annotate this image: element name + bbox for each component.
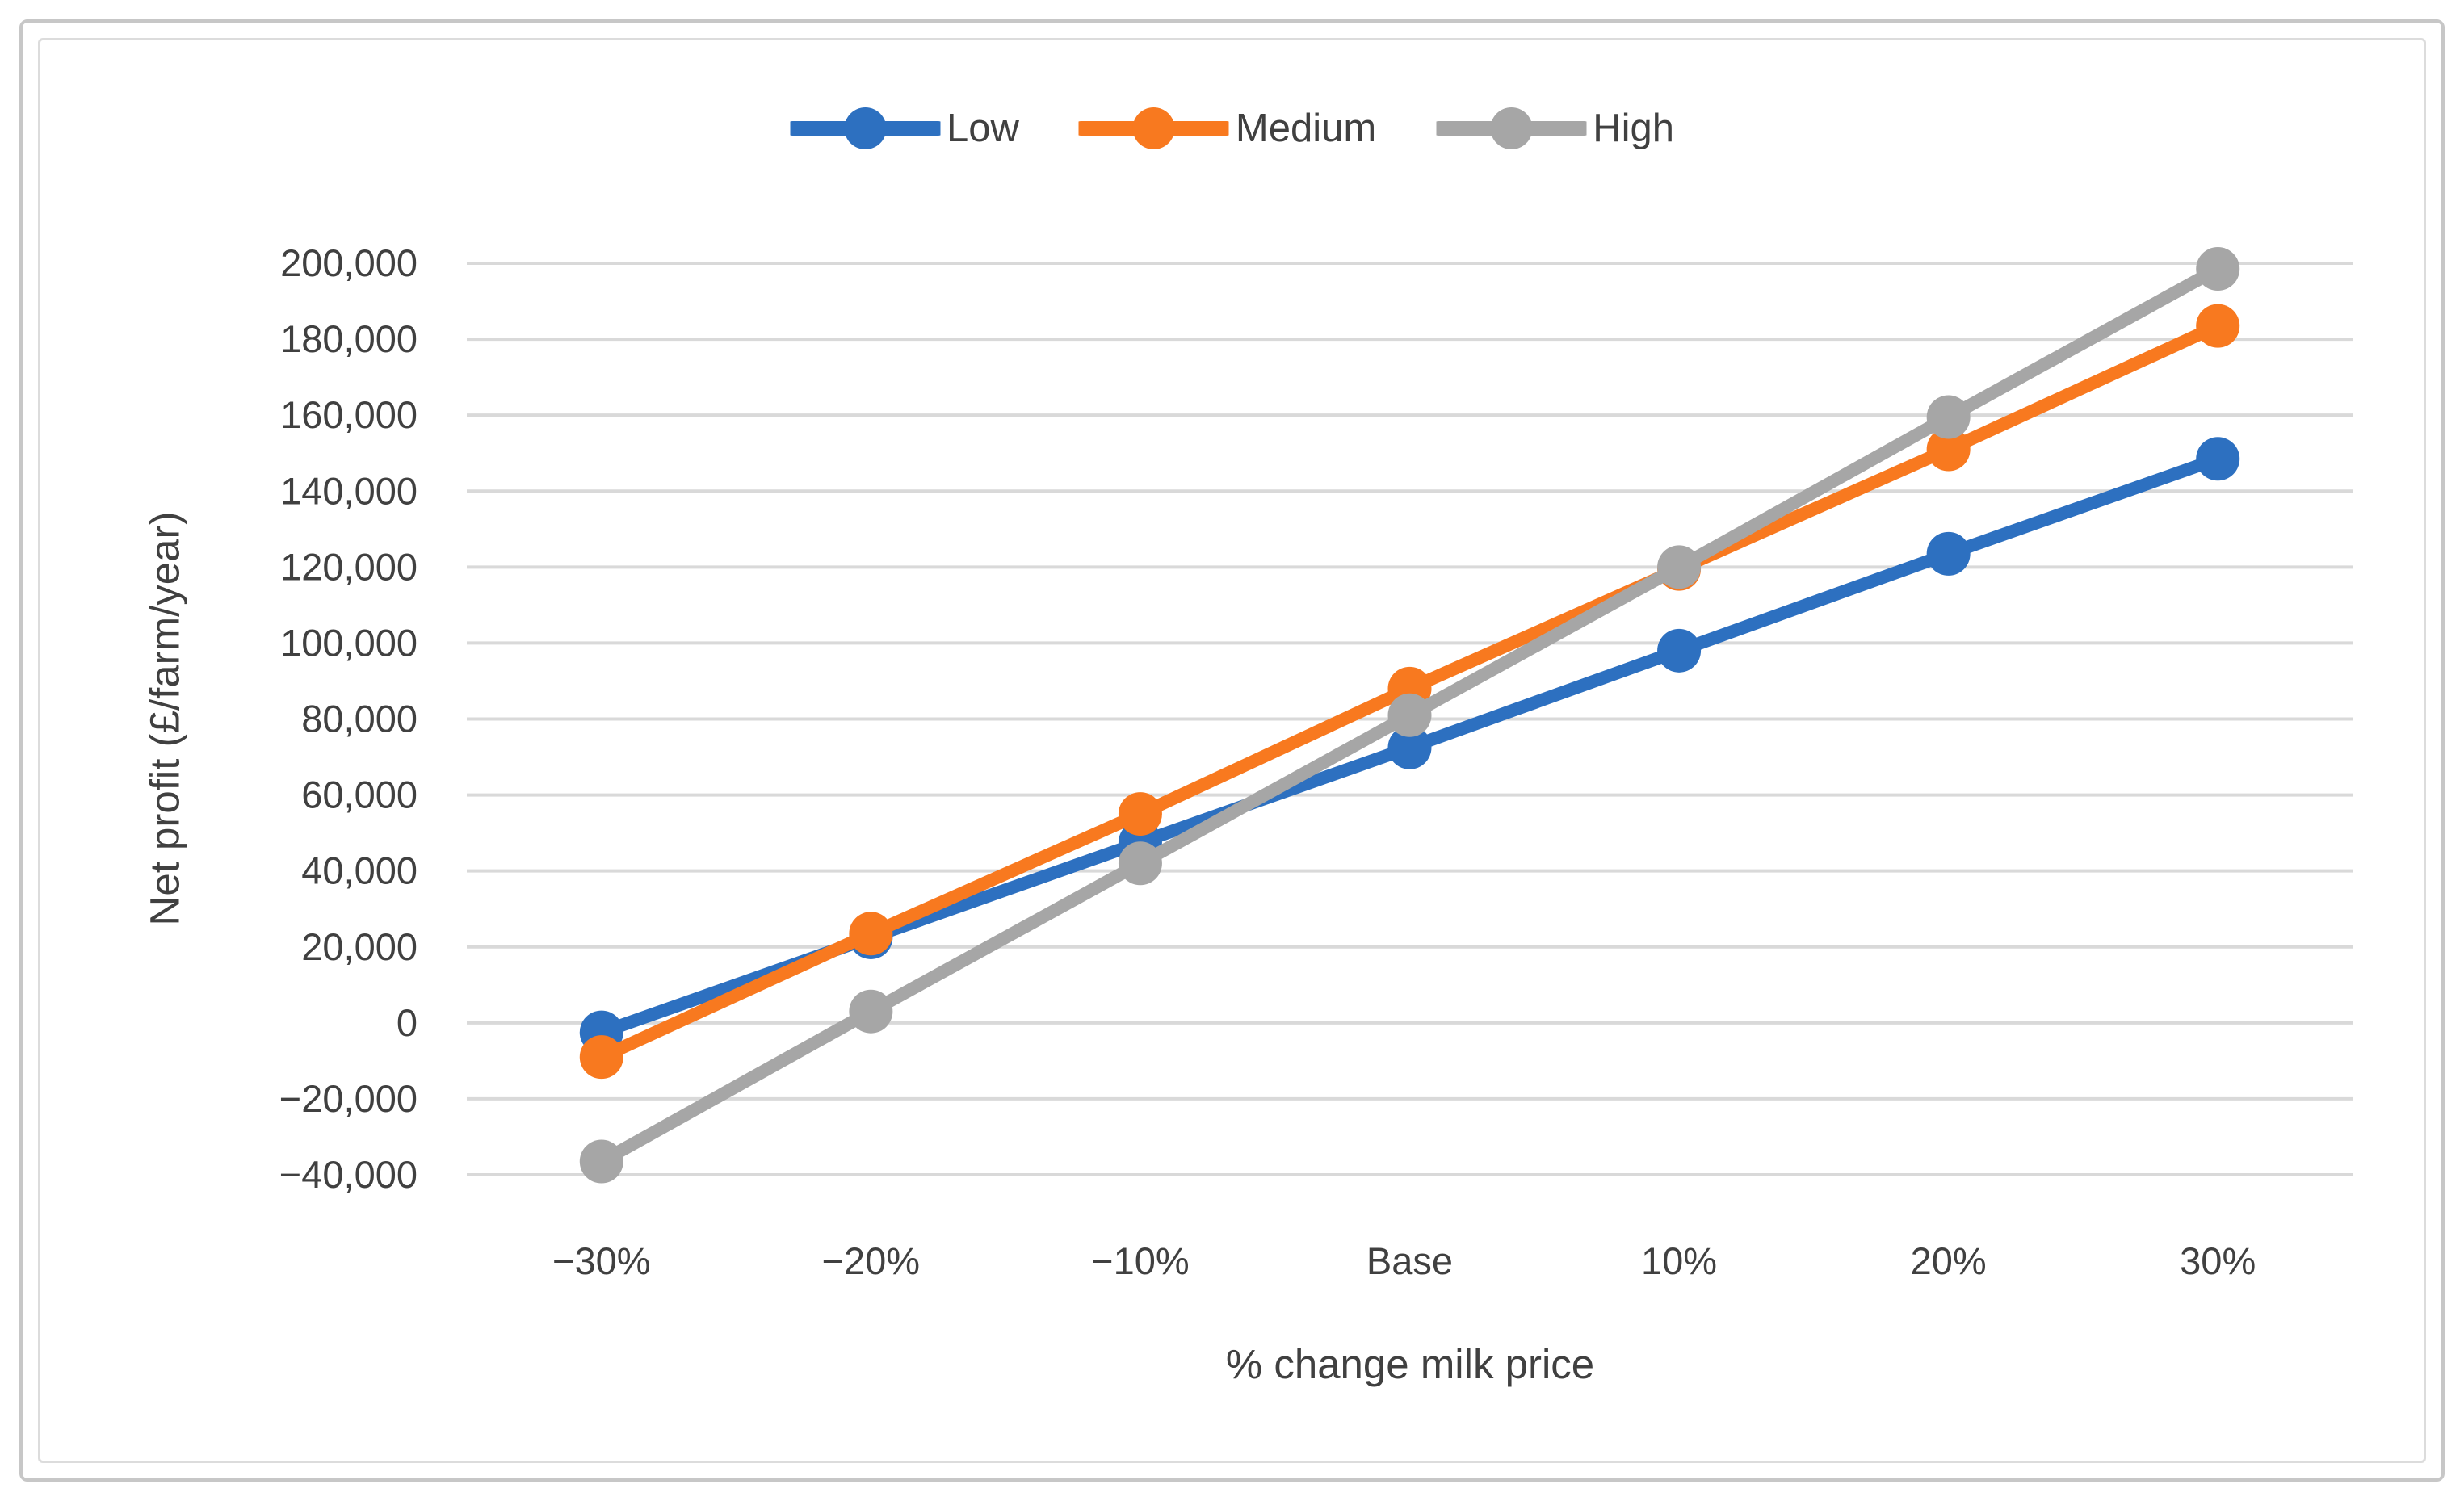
series-medium	[579, 304, 2240, 1080]
y-tick-label: 0	[397, 1001, 418, 1044]
y-tick-label: 60,000	[301, 774, 418, 816]
legend-item-medium: Medium	[1078, 102, 1377, 155]
x-tick-label: −30%	[552, 1239, 651, 1282]
y-tick-label: 120,000	[280, 545, 418, 588]
x-tick-label: 30%	[2180, 1239, 2256, 1282]
data-point-marker	[1387, 725, 1432, 769]
y-tick-label: −20,000	[279, 1077, 418, 1120]
y-tick-label: 200,000	[280, 241, 418, 284]
x-tick-label: 10%	[1641, 1239, 1717, 1282]
y-tick-label: 160,000	[280, 393, 418, 436]
data-point-marker	[1387, 693, 1432, 737]
y-tick-label: 40,000	[301, 849, 418, 892]
x-tick-label: Base	[1366, 1239, 1453, 1282]
legend: Low Medium High	[790, 102, 1674, 155]
x-tick-label: 20%	[1911, 1239, 1987, 1282]
data-point-marker	[2196, 437, 2240, 481]
data-point-marker	[1118, 841, 1162, 886]
data-point-marker	[2196, 247, 2240, 291]
y-tick-label: 140,000	[280, 469, 418, 512]
y-tick-label: 100,000	[280, 621, 418, 664]
x-axis-title: % change milk price	[1225, 1341, 1595, 1387]
y-axis-title: Net profit (£/farm/year)	[141, 511, 188, 926]
legend-item-high: High	[1436, 102, 1674, 155]
y-tick-label: 20,000	[301, 925, 418, 968]
legend-item-low: Low	[790, 102, 1019, 155]
data-point-marker	[1926, 395, 1971, 439]
data-point-marker	[1657, 545, 1702, 589]
legend-line-marker-icon	[790, 107, 941, 149]
series-high	[579, 247, 2240, 1184]
y-axis-tick-labels: −40,000 −20,000 0 20,000 40,000 60,000 80,000 1…	[279, 241, 418, 1196]
data-point-marker	[849, 989, 893, 1034]
data-point-marker	[579, 1139, 623, 1184]
legend-label: Medium	[1235, 107, 1377, 150]
y-tick-label: −40,000	[279, 1153, 418, 1196]
legend-label: Low	[947, 107, 1019, 150]
legend-label: High	[1593, 107, 1674, 150]
legend-line-marker-icon	[1436, 107, 1587, 149]
data-point-marker	[1118, 792, 1162, 836]
series-lines	[579, 247, 2240, 1184]
data-point-marker	[1926, 427, 1971, 472]
series-low	[579, 437, 2240, 1054]
data-point-marker	[579, 1035, 623, 1080]
x-axis-tick-labels: −30% −20% −10% Base 10% 20% 30%	[552, 1239, 2256, 1282]
x-tick-label: −20%	[822, 1239, 921, 1282]
x-tick-label: −10%	[1091, 1239, 1190, 1282]
y-tick-label: 80,000	[301, 698, 418, 740]
data-point-marker	[2196, 304, 2240, 348]
data-point-marker	[1926, 531, 1971, 576]
legend-line-marker-icon	[1078, 107, 1229, 149]
y-tick-label: 180,000	[280, 317, 418, 360]
data-point-marker	[1657, 628, 1702, 673]
data-point-marker	[849, 912, 893, 956]
